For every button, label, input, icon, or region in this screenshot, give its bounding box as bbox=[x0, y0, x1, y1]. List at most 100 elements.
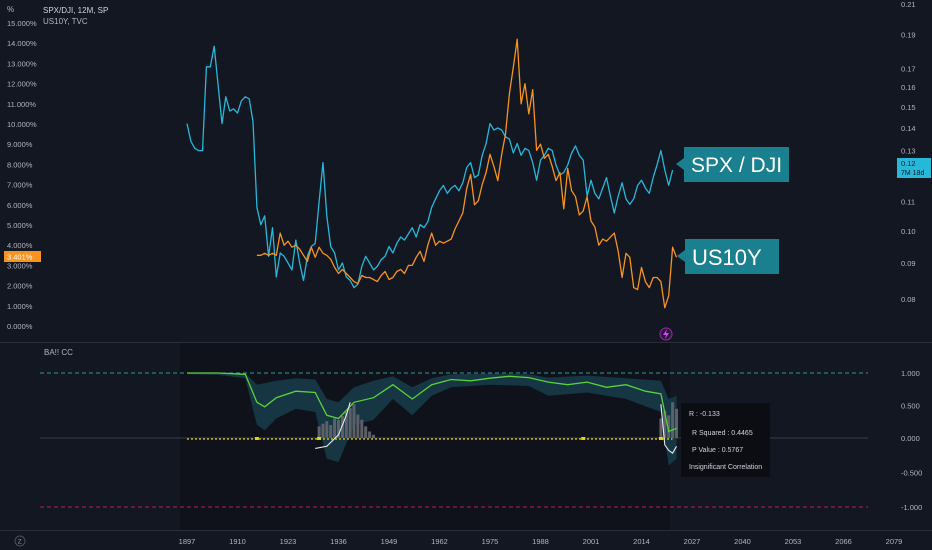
compare-symbol-title[interactable]: US10Y, TVC bbox=[43, 17, 88, 26]
svg-text:Z: Z bbox=[18, 539, 22, 546]
spx-callout-label: SPX / DJI bbox=[691, 154, 782, 177]
indicator-active-region bbox=[180, 343, 670, 530]
right-badge-countdown: 7M 18d bbox=[901, 170, 924, 177]
histogram-bar bbox=[356, 414, 360, 438]
left-axis-tick: 8.000% bbox=[7, 160, 33, 169]
percent-symbol: % bbox=[7, 5, 14, 14]
histogram-bar bbox=[372, 434, 375, 439]
scale-toggle-icon[interactable]: Z bbox=[14, 535, 26, 547]
right-axis-tick: 0.10 bbox=[901, 227, 916, 236]
time-axis-tick: 2053 bbox=[785, 537, 802, 546]
histogram-bar bbox=[333, 418, 337, 438]
indicator-pane bbox=[40, 372, 868, 508]
left-axis-tick: 2.000% bbox=[7, 282, 33, 291]
left-axis-tick: 9.000% bbox=[7, 140, 33, 149]
correlation-band-area bbox=[187, 373, 677, 466]
histogram-bar bbox=[317, 426, 321, 438]
right-axis-tick: 0.17 bbox=[901, 65, 916, 74]
left-axis-tick: 11.000% bbox=[7, 100, 36, 109]
histogram-bar bbox=[368, 431, 372, 438]
histogram-bar bbox=[337, 419, 340, 438]
left-axis-tick: 14.000% bbox=[7, 39, 37, 48]
indicator-axis-tick: 0.500 bbox=[901, 402, 920, 411]
stat-r: R : -0.133 bbox=[689, 411, 720, 418]
zero-signal-marker bbox=[581, 437, 586, 440]
left-price-axis: 15.000% 14.000% 13.000% 12.000% 11.000% 10.00… bbox=[7, 19, 37, 331]
left-axis-tick: 0.000% bbox=[7, 322, 33, 331]
right-last-price-badge: 0.12 7M 18d bbox=[897, 158, 931, 178]
main-series-group bbox=[186, 38, 678, 309]
time-axis-tick: 2079 bbox=[886, 537, 903, 546]
correlation-r-line bbox=[660, 404, 677, 455]
time-axis-tick: 2001 bbox=[583, 537, 600, 546]
spx-dji-series-line bbox=[186, 45, 674, 289]
histogram-bar bbox=[352, 404, 356, 438]
right-axis-tick: 0.13 bbox=[901, 147, 916, 156]
right-axis-tick: 0.21 bbox=[901, 0, 916, 9]
histogram-bar bbox=[675, 408, 678, 439]
histogram-bar bbox=[348, 408, 352, 438]
correlation-r-line bbox=[315, 402, 351, 449]
indicator-axis-tick: 1.000 bbox=[901, 369, 920, 378]
right-axis-tick: 0.16 bbox=[901, 83, 916, 92]
left-badge-bg bbox=[4, 251, 41, 262]
spx-callout-bg bbox=[676, 147, 789, 182]
time-axis-tick: 2040 bbox=[734, 537, 751, 546]
histogram-bar bbox=[671, 402, 675, 439]
left-last-price-badge: 3.401% bbox=[4, 251, 41, 262]
left-axis-tick: 6.000% bbox=[7, 201, 33, 210]
time-axis: 1897 1910 1923 1936 1949 1962 1975 1988 2001 2014… bbox=[179, 537, 903, 546]
histogram-bar bbox=[344, 412, 348, 438]
indicator-title[interactable]: BA!! CC bbox=[44, 348, 73, 357]
histogram-bar bbox=[325, 421, 329, 438]
symbol-title[interactable]: SPX/DJI, 12M, SP bbox=[43, 6, 108, 15]
left-axis-tick: 4.000% bbox=[7, 241, 33, 250]
right-axis-tick: 0.09 bbox=[901, 259, 916, 268]
stat-verdict: Insignificant Correlation bbox=[689, 464, 762, 471]
time-axis-tick: 2014 bbox=[633, 537, 650, 546]
stat-r-squared: R Squared : 0.4465 bbox=[692, 430, 753, 437]
left-axis-tick: 7.000% bbox=[7, 181, 33, 190]
left-axis-tick: 12.000% bbox=[7, 80, 37, 89]
zero-signal-marker bbox=[317, 437, 322, 440]
right-axis-tick: 0.19 bbox=[901, 31, 916, 40]
time-axis-tick: 1897 bbox=[179, 537, 196, 546]
time-axis-tick: 1988 bbox=[532, 537, 549, 546]
right-badge-value: 0.12 bbox=[901, 159, 916, 168]
left-axis-tick: 15.000% bbox=[7, 19, 37, 28]
time-axis-tick: 1910 bbox=[229, 537, 246, 546]
us10y-callout-label: US10Y bbox=[692, 245, 762, 270]
histogram-bar bbox=[340, 415, 344, 438]
left-axis-tick: 13.000% bbox=[7, 59, 37, 68]
histogram-bar bbox=[329, 425, 333, 438]
left-axis-tick: 10.000% bbox=[7, 120, 37, 129]
time-axis-tick: 1949 bbox=[381, 537, 398, 546]
left-axis-tick: 1.000% bbox=[7, 302, 33, 311]
histogram-bar bbox=[364, 426, 368, 438]
correlation-stats-box: R : -0.133 R Squared : 0.4465 P Value : … bbox=[681, 403, 770, 477]
stat-p-value: P Value : 0.5767 bbox=[692, 447, 743, 454]
left-axis-tick: 3.000% bbox=[7, 261, 33, 270]
histogram-bar bbox=[321, 423, 325, 438]
indicator-axis-tick: -0.500 bbox=[901, 469, 922, 478]
histogram-bar bbox=[663, 410, 667, 438]
right-axis-tick: 0.08 bbox=[901, 295, 916, 304]
indicator-axis-tick: -1.000 bbox=[901, 503, 922, 512]
time-axis-tick: 1923 bbox=[280, 537, 297, 546]
us10y-callout-bg bbox=[677, 239, 779, 274]
left-badge-value: 3.401% bbox=[7, 253, 33, 262]
stats-box-bg bbox=[681, 403, 770, 477]
right-axis-tick: 0.15 bbox=[901, 103, 916, 112]
lightning-icon[interactable] bbox=[659, 327, 673, 341]
histogram-bar bbox=[360, 419, 364, 438]
histogram-bar bbox=[667, 415, 671, 439]
time-axis-tick: 2066 bbox=[835, 537, 852, 546]
zero-signal-marker bbox=[254, 437, 259, 440]
left-axis-tick: 5.000% bbox=[7, 221, 33, 230]
right-axis-tick: 0.11 bbox=[901, 198, 915, 207]
time-axis-tick: 1936 bbox=[330, 537, 347, 546]
right-badge-bg bbox=[897, 158, 931, 178]
indicator-axis: 1.000 0.500 0.000 -0.500 -1.000 bbox=[901, 369, 922, 512]
time-axis-tick: 2027 bbox=[684, 537, 701, 546]
